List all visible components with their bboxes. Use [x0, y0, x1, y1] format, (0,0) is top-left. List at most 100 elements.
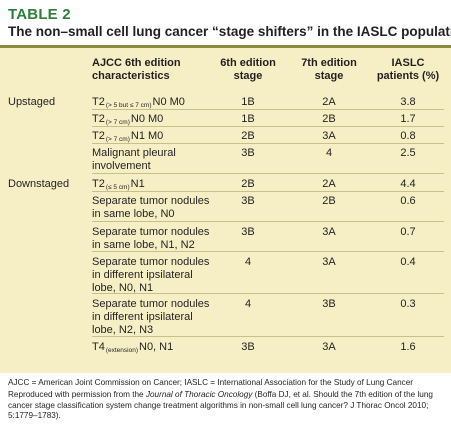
- footnote-abbreviations: AJCC = American Joint Commission on Canc…: [8, 378, 414, 387]
- tumor-category: T2: [92, 130, 105, 142]
- characteristic-cell: Separate tumor nodules in same lobe, N1, …: [92, 226, 209, 252]
- characteristic-line: lobe, N2, N3: [92, 324, 154, 336]
- node-metastasis: N1 M0: [130, 130, 164, 142]
- characteristic-line: Malignant pleural: [92, 147, 176, 159]
- table-label: TABLE 2: [8, 6, 71, 23]
- sixth-stage-cell: 4: [244, 298, 252, 310]
- characteristic-cell: Separate tumor nodules in different ipsil…: [92, 256, 209, 295]
- footnote-permission: Reproduced with permission from the Jour…: [8, 390, 444, 422]
- tumor-category: T4: [92, 341, 105, 353]
- patients-percent-cell: 0.7: [400, 226, 416, 238]
- tumor-category: T2: [92, 96, 105, 108]
- characteristic-cell: Malignant pleural involvement: [92, 147, 176, 173]
- title-rule: [0, 45, 451, 48]
- characteristic-line: Separate tumor nodules: [92, 298, 210, 310]
- seventh-stage-cell: 2A: [322, 96, 336, 108]
- header-characteristics: AJCC 6th edition characteristics: [92, 57, 181, 83]
- tumor-size-subscript: (> 7 cm): [105, 136, 130, 143]
- header-patients-line1: IASLC: [391, 57, 425, 69]
- row-divider: [92, 191, 444, 192]
- seventh-stage-cell: 3A: [322, 341, 336, 353]
- group-downstaged: Downstaged: [8, 178, 70, 190]
- characteristic-cell: T4(extension)N0, N1: [92, 341, 173, 357]
- seventh-stage-cell: 3A: [322, 130, 336, 142]
- characteristic-cell: T2(> 7 cm)N0 M0: [92, 113, 163, 129]
- node-metastasis: N0 M0: [130, 113, 164, 125]
- row-divider: [92, 336, 444, 337]
- tumor-size-subscript: (> 7 cm): [105, 119, 130, 126]
- patients-percent-cell: 0.4: [400, 256, 416, 268]
- sixth-stage-cell: 1B: [241, 113, 255, 125]
- table-title: The non–small cell lung cancer “stage sh…: [8, 24, 451, 39]
- header-characteristics-line1: AJCC 6th edition: [92, 57, 181, 69]
- seventh-stage-cell: 3A: [322, 256, 336, 268]
- footnote-permission-pre: Reproduced with permission from the: [8, 390, 146, 399]
- footnote-permission-post: (Boffa DJ, et al. Should the 7th edition…: [8, 390, 433, 420]
- header-seventh-line2: stage: [314, 70, 344, 82]
- tumor-size-subscript: (≤ 5 cm): [105, 184, 130, 191]
- characteristic-line: Separate tumor nodules: [92, 226, 210, 238]
- characteristic-cell: T2(> 7 cm)N1 M0: [92, 130, 163, 146]
- header-patients: IASLC patients (%): [372, 57, 444, 83]
- header-sixth-line2: stage: [233, 70, 263, 82]
- row-divider: [92, 251, 444, 252]
- patients-percent-cell: 4.4: [400, 178, 416, 190]
- node-metastasis: N0 M0: [152, 96, 185, 108]
- tumor-size-subscript: (extension): [105, 347, 138, 354]
- characteristic-line: lobe, N0, N1: [92, 282, 154, 294]
- characteristic-line: in different ipsilateral: [92, 311, 193, 323]
- patients-percent-cell: 3.8: [400, 96, 416, 108]
- characteristic-line: Separate tumor nodules: [92, 195, 210, 207]
- characteristic-line: in same lobe, N0: [92, 208, 175, 220]
- characteristic-line: in same lobe, N1, N2: [92, 239, 195, 251]
- header-seventh-line1: 7th edition: [301, 57, 357, 69]
- seventh-stage-cell: 2B: [322, 195, 336, 207]
- row-divider: [92, 126, 444, 127]
- tumor-category: T2: [92, 113, 105, 125]
- sixth-stage-cell: 3B: [241, 226, 255, 238]
- patients-percent-cell: 2.5: [400, 147, 416, 159]
- patients-percent-cell: 0.6: [400, 195, 416, 207]
- patients-percent-cell: 1.6: [400, 341, 416, 353]
- group-upstaged: Upstaged: [8, 96, 56, 108]
- seventh-stage-cell: 2A: [322, 178, 336, 190]
- sixth-stage-cell: 3B: [241, 147, 255, 159]
- characteristic-line: involvement: [92, 160, 151, 172]
- patients-percent-cell: 0.8: [400, 130, 416, 142]
- header-sixth-line1: 6th edition: [220, 57, 276, 69]
- characteristic-cell: T2(> 5 but ≤ 7 cm)N0 M0: [92, 96, 185, 112]
- sixth-stage-cell: 4: [244, 256, 252, 268]
- characteristic-cell: T2(≤ 5 cm)N1: [92, 178, 145, 194]
- seventh-stage-cell: 3A: [322, 226, 336, 238]
- header-seventh-stage: 7th edition stage: [289, 57, 369, 83]
- seventh-stage-cell: 4: [325, 147, 333, 159]
- node-metastasis: N0, N1: [139, 341, 174, 353]
- characteristic-cell: Separate tumor nodules in same lobe, N0: [92, 195, 209, 221]
- tumor-category: T2: [92, 178, 105, 190]
- characteristic-line: in different ipsilateral: [92, 269, 193, 281]
- node-metastasis: N1: [130, 178, 145, 190]
- header-sixth-stage: 6th edition stage: [208, 57, 288, 83]
- seventh-stage-cell: 2B: [322, 113, 336, 125]
- row-divider: [92, 293, 444, 294]
- characteristic-line: Separate tumor nodules: [92, 256, 210, 268]
- header-patients-line2: patients (%): [376, 70, 440, 82]
- row-divider: [92, 109, 444, 110]
- table-panel: AJCC 6th edition characteristics 6th edi…: [0, 48, 451, 373]
- sixth-stage-cell: 2B: [241, 130, 255, 142]
- sixth-stage-cell: 1B: [241, 96, 255, 108]
- characteristic-cell: Separate tumor nodules in different ipsil…: [92, 298, 209, 337]
- sixth-stage-cell: 3B: [241, 341, 255, 353]
- footnote-journal: Journal of Thoracic Oncology: [145, 390, 253, 399]
- sixth-stage-cell: 3B: [241, 195, 255, 207]
- sixth-stage-cell: 2B: [241, 178, 255, 190]
- row-divider: [92, 143, 444, 144]
- patients-percent-cell: 0.3: [400, 298, 416, 310]
- row-divider: [92, 221, 444, 222]
- row-divider: [92, 173, 444, 174]
- tumor-size-subscript: (> 5 but ≤ 7 cm): [105, 102, 152, 109]
- seventh-stage-cell: 3B: [322, 298, 336, 310]
- patients-percent-cell: 1.7: [400, 113, 416, 125]
- header-characteristics-line2: characteristics: [92, 70, 170, 82]
